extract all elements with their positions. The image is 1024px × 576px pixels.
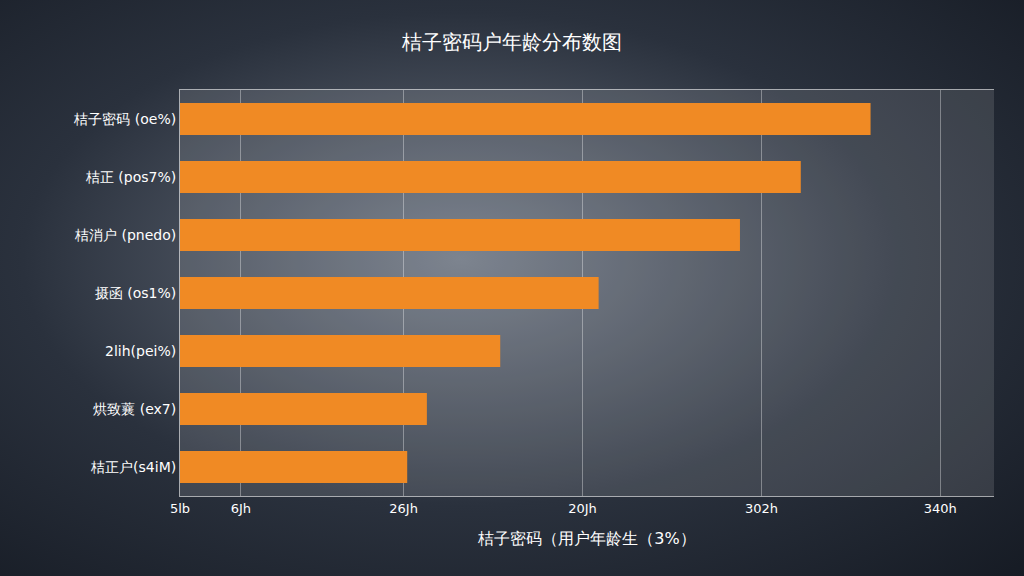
svg-text:桔消户 (pnedo): 桔消户 (pnedo) [74, 227, 176, 243]
svg-text:烘致蘘 (ex7): 烘致蘘 (ex7) [93, 401, 176, 417]
svg-text:桔子密码 (oe%): 桔子密码 (oe%) [73, 111, 176, 127]
svg-text:340h: 340h [924, 501, 957, 516]
svg-text:302h: 302h [745, 501, 778, 516]
svg-text:桔正 (pos7%): 桔正 (pos7%) [85, 169, 176, 185]
svg-text:桔子密码户年龄分布数图: 桔子密码户年龄分布数图 [401, 30, 622, 54]
svg-text:20Jh: 20Jh [568, 501, 597, 516]
svg-text:2lih(pei%): 2lih(pei%) [105, 343, 176, 359]
svg-text:6Jh: 6Jh [231, 501, 251, 516]
svg-text:5lb: 5lb [170, 501, 190, 516]
svg-text:摄函 (os1%): 摄函 (os1%) [95, 285, 176, 301]
svg-text:桔子密码（用户年龄生（3%）: 桔子密码（用户年龄生（3%） [477, 529, 695, 548]
svg-text:26Jh: 26Jh [389, 501, 418, 516]
svg-text:桔正户(s4iM): 桔正户(s4iM) [90, 459, 176, 475]
